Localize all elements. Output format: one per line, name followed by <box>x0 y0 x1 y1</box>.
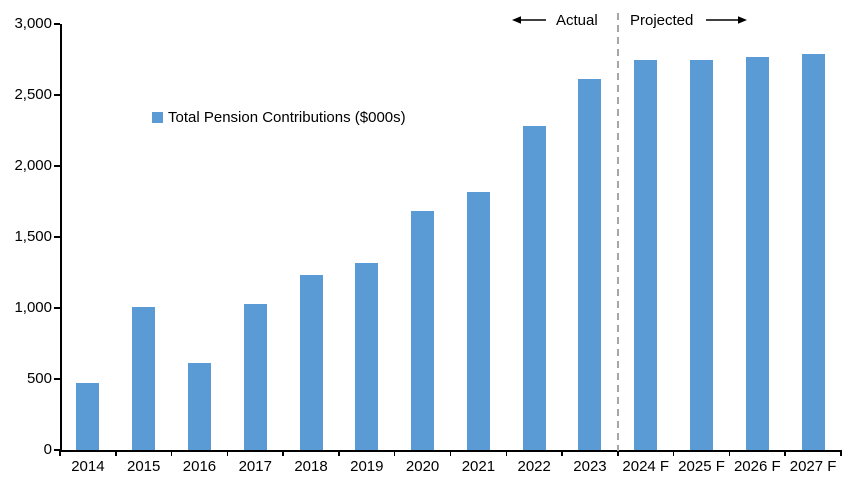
y-axis-label: 2,500 <box>14 86 52 103</box>
bar-2019 <box>355 262 379 450</box>
bar-2021 <box>466 192 490 450</box>
bar-2024-f <box>634 59 658 450</box>
projected-label: Projected <box>630 12 694 29</box>
y-axis-tick <box>54 378 60 380</box>
bar-2027-f <box>801 53 825 450</box>
y-axis-tick <box>54 236 60 238</box>
x-axis-label: 2019 <box>350 458 384 475</box>
x-axis-label: 2016 <box>182 458 217 475</box>
x-axis-label: 2018 <box>294 458 328 475</box>
x-axis-label: 2017 <box>238 458 272 475</box>
y-axis-tick <box>54 307 60 309</box>
actual-left-arrow-icon <box>512 16 546 24</box>
x-axis-label: 2015 <box>126 458 161 475</box>
x-axis-label: 2020 <box>405 458 440 475</box>
y-axis-label: 2,000 <box>14 157 52 174</box>
x-axis-label: 2027 F <box>789 458 837 475</box>
legend: Total Pension Contributions ($000s) <box>152 110 406 125</box>
x-axis-tick <box>505 451 508 456</box>
y-axis-label: 1,000 <box>14 299 52 316</box>
x-axis-label: 2024 F <box>622 458 670 475</box>
y-axis-line <box>60 24 62 451</box>
x-axis-tick <box>561 451 563 456</box>
bar-2018 <box>299 274 323 450</box>
y-axis-tick <box>54 94 60 96</box>
x-axis-tick <box>393 451 396 456</box>
bar-2025-f <box>690 60 714 450</box>
y-axis-label: 1,500 <box>14 228 52 245</box>
y-axis-label: 500 <box>26 370 52 387</box>
bar-2014 <box>76 383 100 450</box>
x-axis-tick <box>170 451 173 456</box>
x-axis-tick <box>338 451 340 456</box>
y-axis-label: 0 <box>43 441 52 458</box>
legend-label: Total Pension Contributions ($000s) <box>168 109 406 126</box>
x-axis-tick <box>672 451 675 456</box>
x-axis-tick <box>59 451 61 456</box>
x-axis-tick <box>840 451 842 456</box>
bar-2022 <box>522 126 546 450</box>
actual-projected-divider-line <box>617 13 619 451</box>
x-axis-tick <box>115 451 117 456</box>
projected-right-arrow-icon <box>706 16 747 24</box>
bar-2017 <box>243 303 267 450</box>
x-axis-tick <box>784 451 786 456</box>
bar-2020 <box>411 210 435 450</box>
x-axis-tick <box>617 451 619 456</box>
bar-2023 <box>578 79 602 450</box>
bar-2026-f <box>745 57 769 450</box>
x-axis-tick <box>282 451 284 456</box>
y-axis-tick <box>54 23 60 25</box>
x-axis-label: 2023 <box>573 458 607 475</box>
x-axis-label: 2014 <box>71 458 105 475</box>
bar-2015 <box>132 307 156 450</box>
x-axis-tick <box>449 451 452 456</box>
x-axis-tick <box>728 451 731 456</box>
x-axis-label: 2022 <box>517 458 551 475</box>
x-axis-label: 2021 <box>461 458 496 475</box>
x-axis-line <box>60 450 842 452</box>
actual-label: Actual <box>556 12 598 29</box>
y-axis-label: 3,000 <box>14 15 52 32</box>
x-axis-label: 2026 F <box>733 458 781 475</box>
legend-swatch-icon <box>152 112 163 123</box>
x-axis-tick <box>226 451 229 456</box>
y-axis-tick <box>54 165 60 167</box>
bar-2016 <box>187 363 211 450</box>
y-axis-tick <box>54 449 60 451</box>
x-axis-label: 2025 F <box>678 458 725 475</box>
